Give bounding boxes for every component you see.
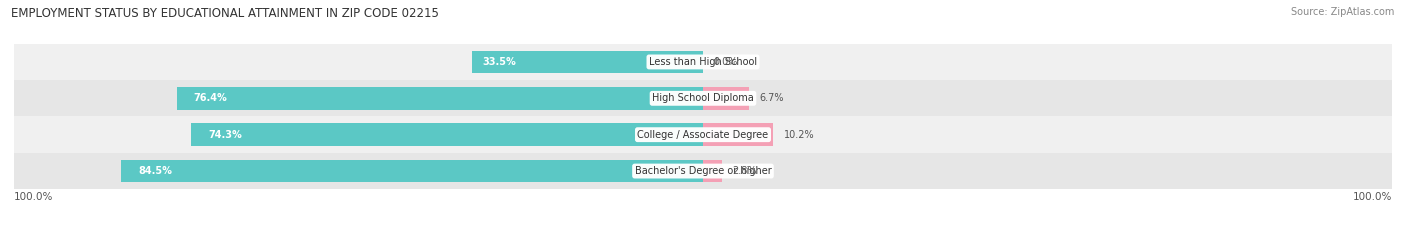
Bar: [191, 123, 703, 146]
Text: 84.5%: 84.5%: [138, 166, 172, 176]
Text: 74.3%: 74.3%: [208, 130, 242, 140]
Bar: [121, 160, 703, 182]
Bar: [703, 87, 749, 110]
Text: 76.4%: 76.4%: [194, 93, 228, 103]
Text: 33.5%: 33.5%: [482, 57, 516, 67]
Text: Source: ZipAtlas.com: Source: ZipAtlas.com: [1291, 7, 1395, 17]
Text: 0.0%: 0.0%: [713, 57, 738, 67]
Text: College / Associate Degree: College / Associate Degree: [637, 130, 769, 140]
Text: 100.0%: 100.0%: [14, 192, 53, 202]
Bar: [14, 116, 1392, 153]
Bar: [472, 51, 703, 73]
Bar: [14, 44, 1392, 80]
Bar: [14, 80, 1392, 116]
Text: Bachelor's Degree or higher: Bachelor's Degree or higher: [634, 166, 772, 176]
Bar: [703, 123, 773, 146]
Text: 2.8%: 2.8%: [733, 166, 756, 176]
Bar: [703, 160, 723, 182]
Text: 10.2%: 10.2%: [783, 130, 814, 140]
Text: High School Diploma: High School Diploma: [652, 93, 754, 103]
Bar: [177, 87, 703, 110]
Text: Less than High School: Less than High School: [650, 57, 756, 67]
Bar: [14, 153, 1392, 189]
Text: EMPLOYMENT STATUS BY EDUCATIONAL ATTAINMENT IN ZIP CODE 02215: EMPLOYMENT STATUS BY EDUCATIONAL ATTAINM…: [11, 7, 439, 20]
Text: 6.7%: 6.7%: [759, 93, 785, 103]
Text: 100.0%: 100.0%: [1353, 192, 1392, 202]
